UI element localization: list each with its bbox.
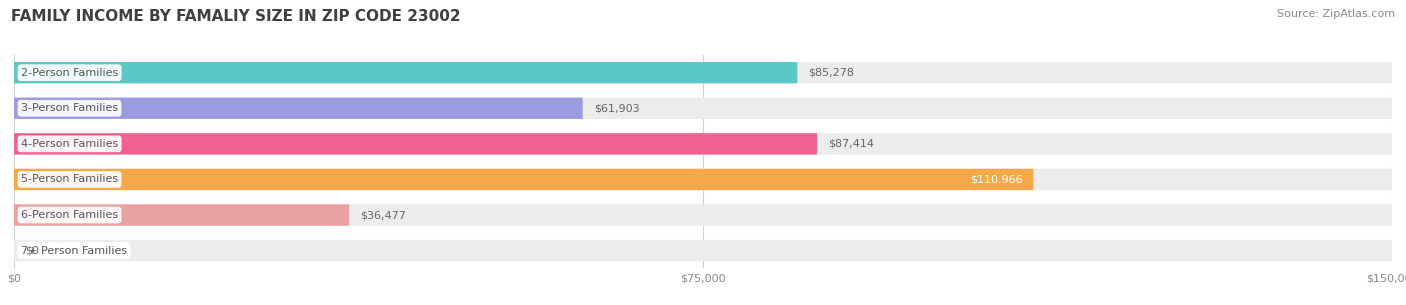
Text: 3-Person Families: 3-Person Families: [21, 103, 118, 113]
FancyBboxPatch shape: [14, 133, 1392, 155]
Text: $85,278: $85,278: [808, 68, 855, 78]
FancyBboxPatch shape: [14, 133, 817, 155]
Text: $61,903: $61,903: [593, 103, 640, 113]
FancyBboxPatch shape: [14, 169, 1392, 190]
FancyBboxPatch shape: [14, 204, 1392, 226]
Text: 4-Person Families: 4-Person Families: [21, 139, 118, 149]
FancyBboxPatch shape: [14, 240, 1392, 261]
FancyBboxPatch shape: [14, 98, 582, 119]
Text: $0: $0: [25, 246, 39, 256]
FancyBboxPatch shape: [14, 169, 1033, 190]
Text: $36,477: $36,477: [360, 210, 406, 220]
FancyBboxPatch shape: [14, 204, 349, 226]
Text: 6-Person Families: 6-Person Families: [21, 210, 118, 220]
Text: Source: ZipAtlas.com: Source: ZipAtlas.com: [1277, 9, 1395, 19]
FancyBboxPatch shape: [14, 62, 797, 83]
Text: $87,414: $87,414: [828, 139, 875, 149]
FancyBboxPatch shape: [14, 62, 1392, 83]
Text: $110,966: $110,966: [970, 174, 1022, 185]
Text: 7+ Person Families: 7+ Person Families: [21, 246, 127, 256]
FancyBboxPatch shape: [14, 98, 1392, 119]
Text: 2-Person Families: 2-Person Families: [21, 68, 118, 78]
Text: 5-Person Families: 5-Person Families: [21, 174, 118, 185]
Text: FAMILY INCOME BY FAMALIY SIZE IN ZIP CODE 23002: FAMILY INCOME BY FAMALIY SIZE IN ZIP COD…: [11, 9, 461, 24]
